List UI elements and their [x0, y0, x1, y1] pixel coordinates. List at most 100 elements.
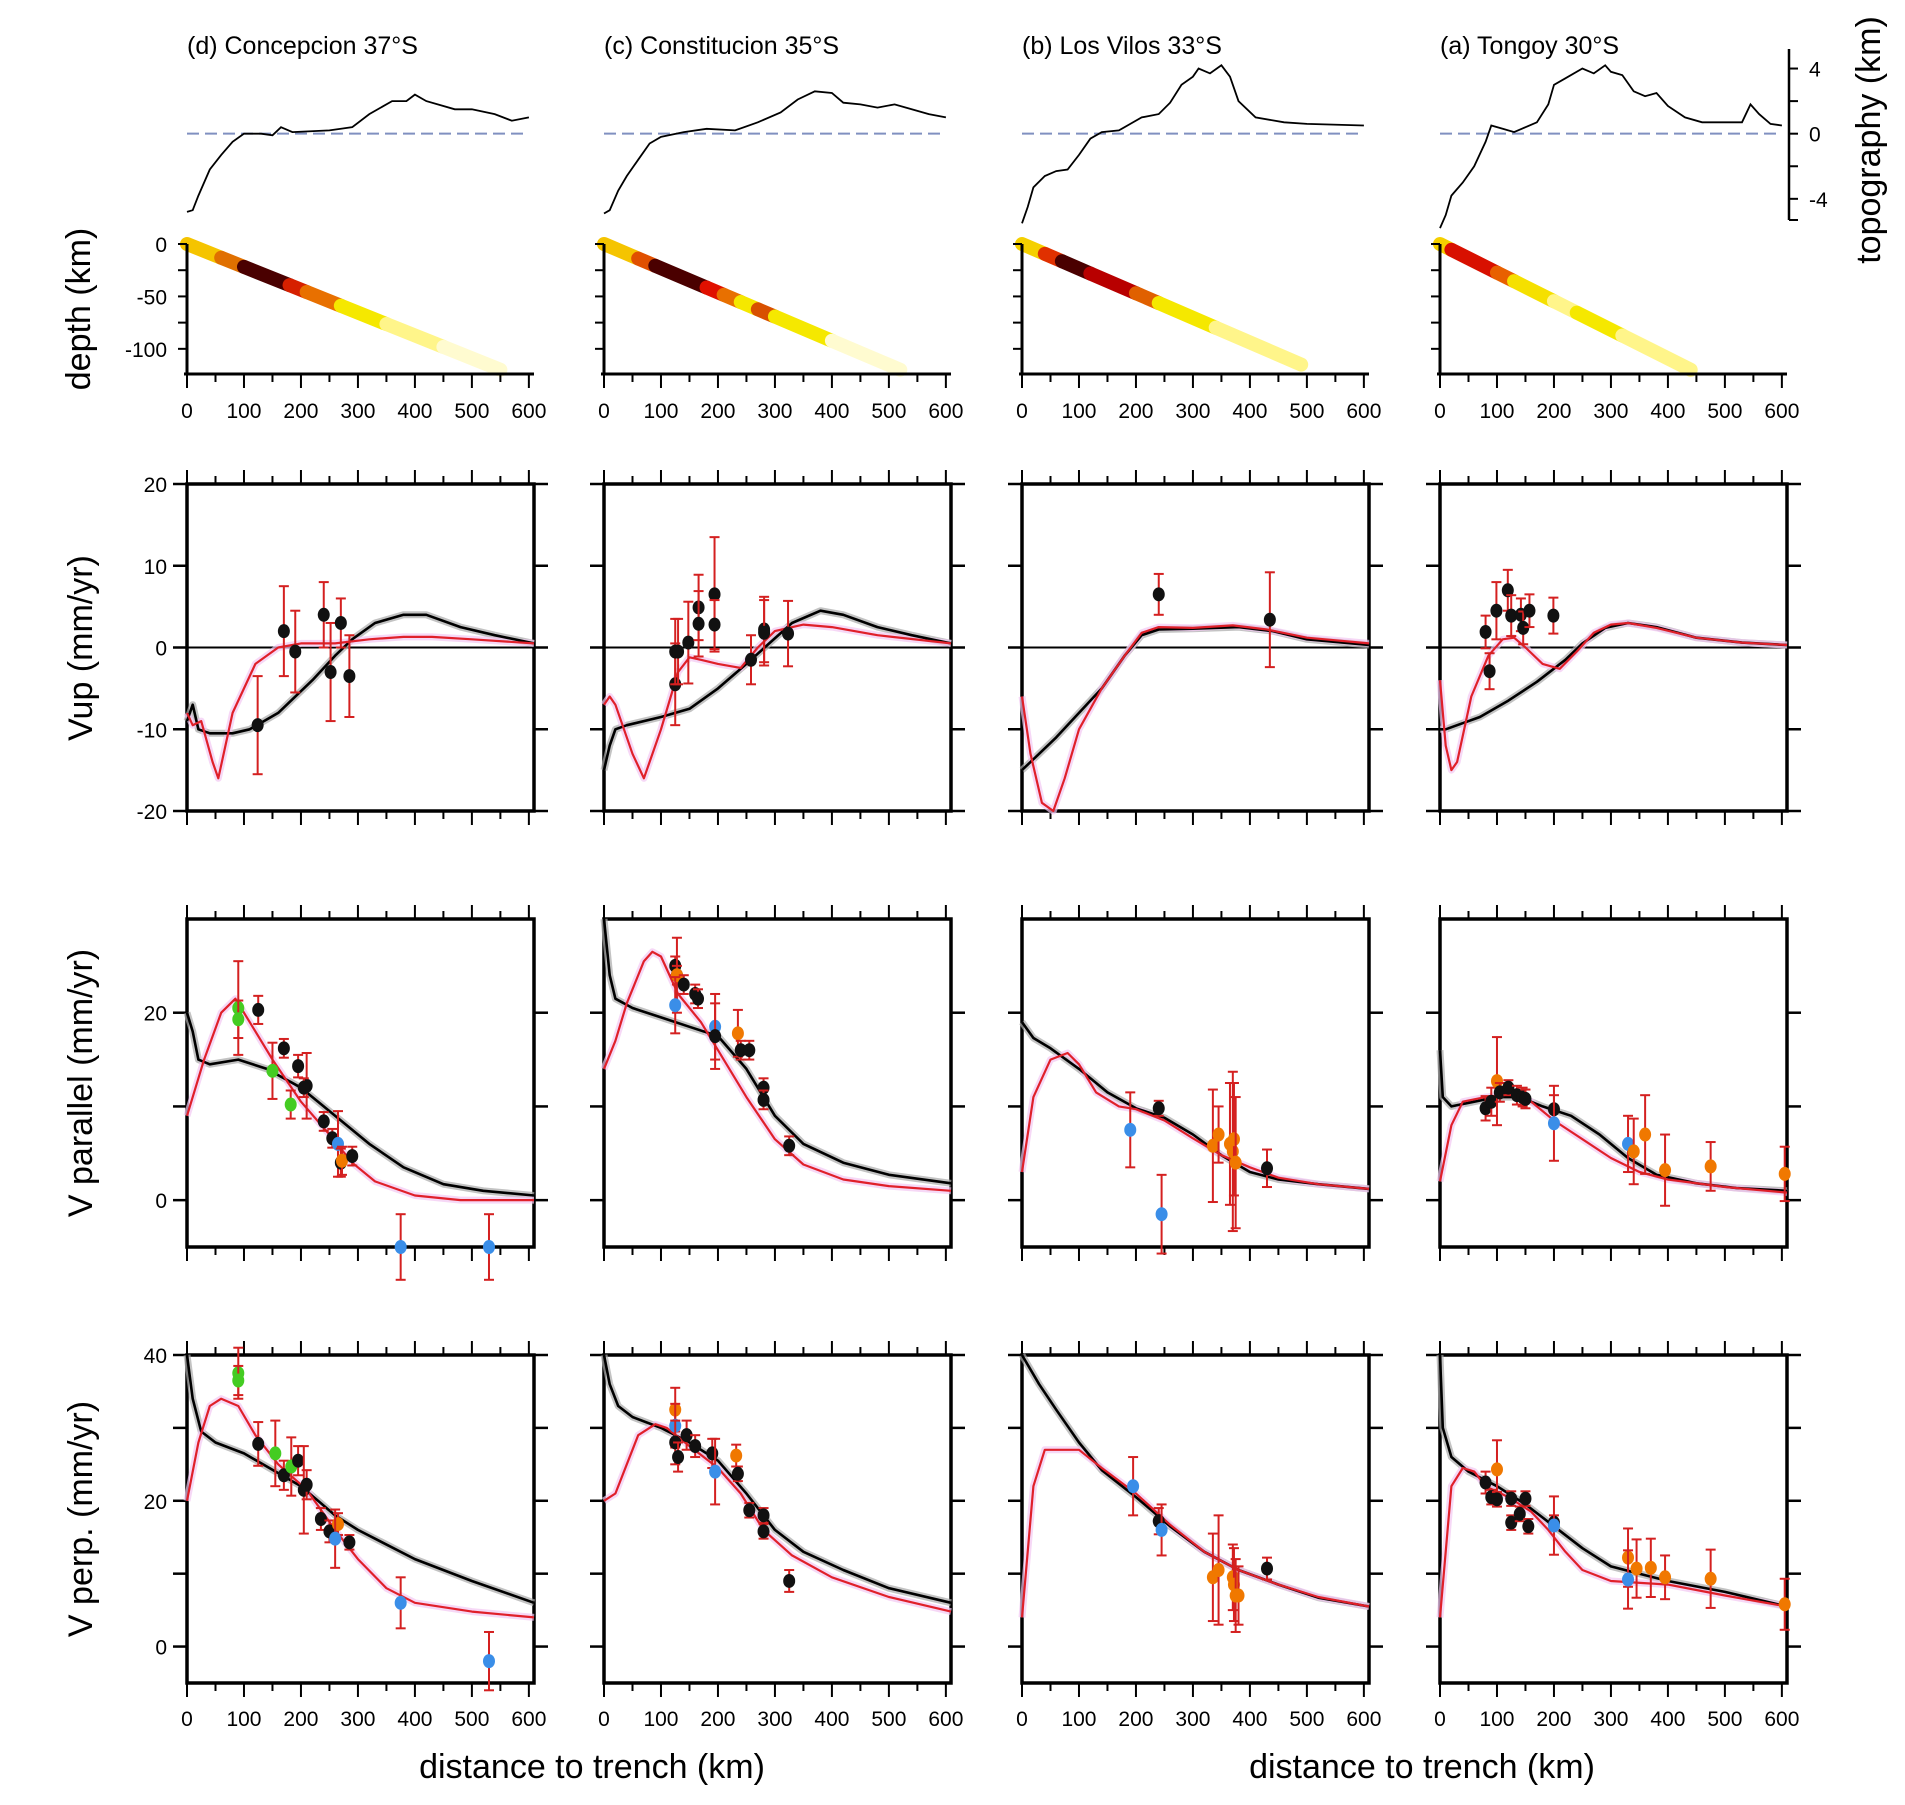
black-model-uncertainty-band [1018, 1353, 1370, 1610]
data-point-orange [1490, 1462, 1503, 1477]
data-point-orange [1630, 1561, 1643, 1576]
x-tick-label: 200 [283, 1708, 318, 1731]
data-point-blue [394, 1240, 407, 1254]
x-axis-label: distance to trench (km) [1249, 1748, 1595, 1786]
vpar-plot-frame [1020, 917, 1371, 1249]
x-tick-label: 100 [226, 1708, 261, 1731]
data-point-black [1263, 612, 1276, 627]
x-tick-label: 600 [1346, 1708, 1381, 1731]
x-tick-label: 100 [1479, 1708, 1514, 1731]
black-model-curve [1438, 1050, 1788, 1193]
x-tick-label: 0 [1016, 1708, 1028, 1731]
panel-title: (b) Los Vilos 33°S [1022, 32, 1222, 60]
data-point-black [783, 1573, 796, 1588]
depth-y-tick-label: 0 [155, 234, 167, 257]
data-point-orange [335, 1153, 348, 1168]
data-point-black [706, 1446, 719, 1461]
panel-title: (d) Concepcion 37°S [187, 32, 418, 60]
red-model-uncertainty-band [1018, 1446, 1370, 1618]
data-point-black [1519, 1491, 1532, 1506]
data-point-black [1505, 1515, 1518, 1530]
vperp-y-tick-label: 20 [144, 1491, 167, 1514]
data-point-blue [482, 1240, 495, 1254]
vup-y-tick-label: 0 [155, 638, 167, 661]
red-model-curve [185, 1397, 535, 1619]
data-point-orange [1227, 1577, 1240, 1592]
red-model-curve [1020, 624, 1370, 813]
x-tick-label: 500 [871, 1708, 906, 1731]
data-point-orange [331, 1517, 344, 1532]
data-point-black [734, 1043, 747, 1058]
data-point-black [1523, 603, 1536, 618]
data-point-black [1505, 1491, 1518, 1506]
data-point-green [232, 1012, 245, 1027]
data-point-orange [731, 1026, 744, 1041]
data-point-orange [1627, 1144, 1640, 1159]
data-point-orange [1778, 1597, 1791, 1612]
data-point-black [1505, 608, 1518, 623]
slab-coupling-segment [1615, 328, 1698, 377]
vpar-y-tick-label: 20 [144, 1003, 167, 1026]
data-point-black [314, 1512, 327, 1526]
black-model-uncertainty-band [1019, 1020, 1370, 1193]
red-model-uncertainty-band [1436, 619, 1788, 774]
data-point-orange [1227, 1132, 1240, 1147]
x-tick-label: 500 [1707, 1708, 1742, 1731]
data-point-black [758, 625, 771, 640]
vperp-plot-frame [1020, 1353, 1371, 1685]
data-point-black [1490, 1492, 1503, 1507]
x-tick-label: 500 [454, 1708, 489, 1731]
x-tick-label: 200 [283, 400, 318, 423]
slab-coupling-segment [1083, 266, 1143, 301]
data-point-blue [1547, 1116, 1560, 1131]
red-model-curve [603, 623, 952, 780]
red-model-curve [602, 950, 952, 1192]
data-point-black [1261, 1161, 1274, 1176]
x-tick-label: 200 [700, 400, 735, 423]
x-tick-label: 600 [511, 400, 546, 423]
data-point-black [300, 1477, 313, 1492]
data-point-black [1261, 1561, 1274, 1576]
data-point-black [1519, 1091, 1532, 1106]
red-model-curve [1020, 1448, 1370, 1618]
data-point-orange [1659, 1163, 1672, 1178]
x-tick-label: 300 [1175, 400, 1210, 423]
red-model-uncertainty-band [183, 633, 535, 782]
vperp-y-tick-label: 40 [144, 1345, 167, 1368]
data-point-orange [1639, 1127, 1652, 1142]
data-point-black [292, 1059, 305, 1074]
x-tick-label: 0 [1016, 400, 1028, 423]
x-tick-label: 600 [928, 1708, 963, 1731]
x-tick-label: 200 [1536, 400, 1571, 423]
data-point-black [1152, 587, 1165, 602]
data-point-black [708, 617, 721, 632]
red-model-uncertainty-band [1018, 1049, 1370, 1193]
data-point-black [1485, 1094, 1498, 1109]
red-model-curve [1438, 621, 1788, 772]
data-point-black [317, 607, 330, 622]
data-point-black [692, 616, 705, 631]
data-point-black [1547, 608, 1560, 623]
red-model-curve [185, 997, 534, 1202]
data-point-blue [709, 1464, 722, 1479]
x-tick-label: 300 [757, 1708, 792, 1731]
x-tick-label: 300 [1593, 400, 1628, 423]
x-tick-label: 400 [814, 400, 849, 423]
data-point-black [292, 1453, 305, 1468]
slab-coupling-segment [1569, 305, 1630, 343]
data-point-blue [1155, 1522, 1168, 1537]
x-tick-label: 500 [1289, 400, 1324, 423]
x-tick-label: 0 [598, 400, 610, 423]
data-point-black [757, 1508, 770, 1523]
data-point-orange [1212, 1563, 1225, 1578]
x-tick-label: 300 [340, 400, 375, 423]
data-point-black [289, 644, 302, 659]
slab-coupling-segment [648, 258, 714, 295]
red-model-curve [1020, 1051, 1370, 1190]
data-point-blue [329, 1531, 342, 1546]
data-point-black [708, 587, 721, 602]
data-point-black [672, 644, 685, 659]
vup-axis-label: Vup (mm/yr) [62, 555, 100, 741]
data-point-blue [1127, 1479, 1140, 1494]
topography-profile [186, 93, 530, 213]
